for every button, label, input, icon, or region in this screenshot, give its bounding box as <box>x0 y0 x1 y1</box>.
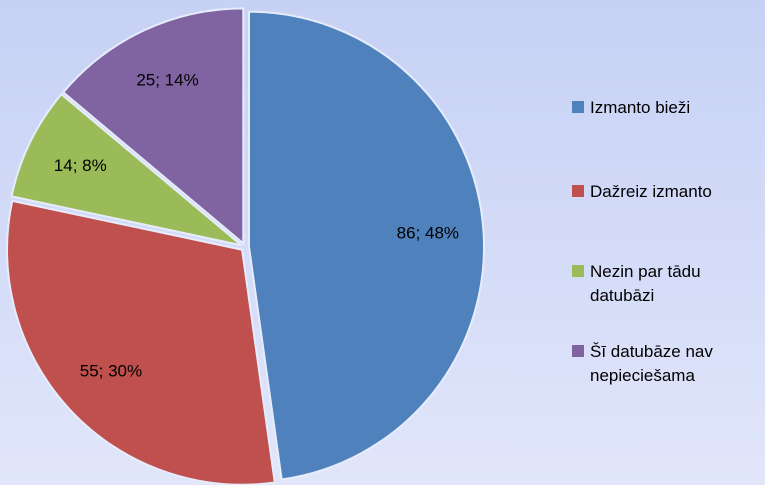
legend-label: Nezin par tādu datubāzi <box>590 262 701 305</box>
pie-slice <box>61 7 245 246</box>
data-label: 25; 14% <box>136 70 198 89</box>
legend-swatch <box>572 101 584 113</box>
data-label: 55; 30% <box>80 361 142 380</box>
legend-swatch <box>572 345 584 357</box>
legend-item: Nezin par tādu datubāzi <box>572 260 765 308</box>
data-label: 86; 48% <box>397 224 459 243</box>
pie-slice <box>10 92 243 247</box>
legend-label: Dažreiz izmanto <box>590 182 712 201</box>
legend-item: Šī datubāze nav nepieciešama <box>572 340 765 388</box>
legend-swatch <box>572 265 584 277</box>
legend-item: Dažreiz izmanto <box>572 180 765 204</box>
legend-label: Izmanto bieži <box>590 98 691 117</box>
legend-swatch <box>572 185 584 197</box>
data-label: 14; 8% <box>54 156 107 175</box>
pie-slice <box>247 10 485 481</box>
legend-item: Izmanto bieži <box>572 96 765 120</box>
legend-label: Šī datubāze nav nepieciešama <box>590 342 713 385</box>
pie-slice <box>6 199 276 485</box>
